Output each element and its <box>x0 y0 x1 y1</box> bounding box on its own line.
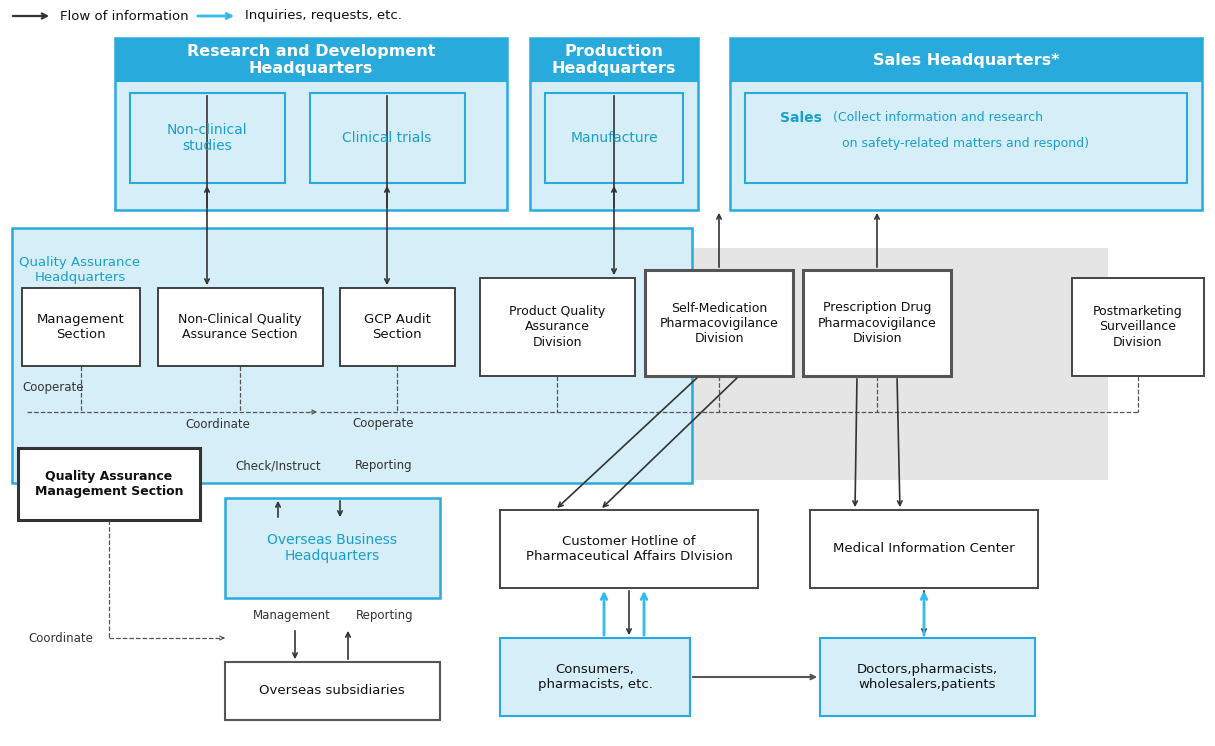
Bar <box>470 248 1108 480</box>
Bar <box>12 228 693 483</box>
Bar <box>22 288 140 366</box>
Bar <box>645 270 793 376</box>
Text: (Collect information and research: (Collect information and research <box>833 111 1042 125</box>
Bar <box>310 93 465 183</box>
Text: Management: Management <box>253 609 330 622</box>
Bar <box>225 662 440 720</box>
Text: Overseas Business
Headquarters: Overseas Business Headquarters <box>267 533 397 563</box>
Text: Reporting: Reporting <box>355 460 413 472</box>
Bar <box>546 93 683 183</box>
Text: Sales: Sales <box>780 111 821 125</box>
Bar <box>1072 278 1204 376</box>
Text: Production
Headquarters: Production Headquarters <box>552 44 677 76</box>
Text: Inquiries, requests, etc.: Inquiries, requests, etc. <box>245 10 402 22</box>
Bar <box>745 93 1187 183</box>
Text: Prescription Drug
Pharmacovigilance
Division: Prescription Drug Pharmacovigilance Divi… <box>818 301 937 345</box>
Text: Quality Assurance
Headquarters: Quality Assurance Headquarters <box>19 256 141 284</box>
Text: Non-Clinical Quality
Assurance Section: Non-Clinical Quality Assurance Section <box>179 313 301 341</box>
Text: Consumers,
pharmacists, etc.: Consumers, pharmacists, etc. <box>537 663 652 691</box>
Bar <box>130 93 286 183</box>
Bar <box>501 638 690 716</box>
Text: Cooperate: Cooperate <box>22 381 84 395</box>
Text: Manufacture: Manufacture <box>570 131 657 145</box>
Text: Clinical trials: Clinical trials <box>343 131 431 145</box>
Text: Cooperate: Cooperate <box>352 418 413 430</box>
Bar <box>810 510 1038 588</box>
Bar <box>115 38 507 210</box>
Text: GCP Audit
Section: GCP Audit Section <box>363 313 430 341</box>
Text: Coordinate: Coordinate <box>28 632 92 645</box>
Text: Research and Development
Headquarters: Research and Development Headquarters <box>187 44 435 76</box>
Text: Quality Assurance
Management Section: Quality Assurance Management Section <box>35 470 183 498</box>
Bar <box>530 38 697 210</box>
Text: Overseas subsidiaries: Overseas subsidiaries <box>259 685 405 698</box>
Text: Non-clinical
studies: Non-clinical studies <box>166 123 248 153</box>
Text: Management
Section: Management Section <box>38 313 125 341</box>
Bar <box>820 638 1035 716</box>
Bar <box>501 510 758 588</box>
Text: Medical Information Center: Medical Information Center <box>833 542 1015 556</box>
Bar <box>18 448 200 520</box>
Text: Coordinate: Coordinate <box>185 418 250 430</box>
Text: Customer Hotline of
Pharmaceutical Affairs DIvision: Customer Hotline of Pharmaceutical Affai… <box>526 535 733 563</box>
Bar <box>115 38 507 82</box>
Text: Postmarketing
Surveillance
Division: Postmarketing Surveillance Division <box>1094 306 1183 348</box>
Bar <box>730 38 1202 210</box>
Bar <box>340 288 454 366</box>
Text: Sales Headquarters*: Sales Headquarters* <box>872 52 1059 67</box>
Bar <box>730 38 1202 82</box>
Text: Reporting: Reporting <box>356 609 413 622</box>
Bar <box>158 288 323 366</box>
Bar <box>530 38 697 82</box>
Bar <box>803 270 951 376</box>
Text: Check/Instruct: Check/Instruct <box>234 460 321 472</box>
Text: Doctors,pharmacists,
wholesalers,patients: Doctors,pharmacists, wholesalers,patient… <box>857 663 998 691</box>
Text: Self-Medication
Pharmacovigilance
Division: Self-Medication Pharmacovigilance Divisi… <box>660 301 779 345</box>
Text: Flow of information: Flow of information <box>60 10 188 22</box>
Text: on safety-related matters and respond): on safety-related matters and respond) <box>842 137 1090 149</box>
Bar <box>480 278 635 376</box>
Bar <box>225 498 440 598</box>
Text: Product Quality
Assurance
Division: Product Quality Assurance Division <box>509 306 605 348</box>
